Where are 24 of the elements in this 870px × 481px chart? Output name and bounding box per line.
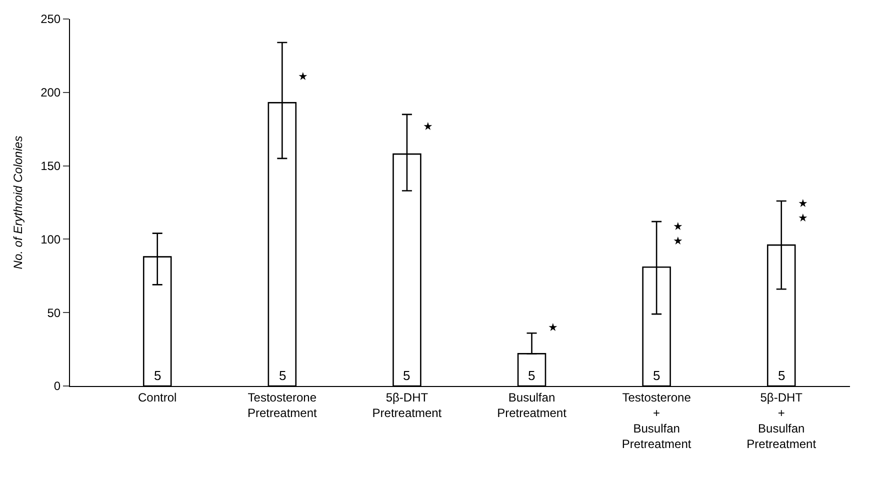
x-tick-label: 5β-DHT Pretreatment (372, 390, 442, 420)
y-tick-label: 50 (47, 306, 61, 320)
x-tick-label: Control (138, 390, 177, 404)
annotation: ★ ★ (798, 198, 808, 224)
annotation: ★ ★ (673, 221, 683, 248)
annotation: ★ (298, 71, 308, 83)
annotation: ★ (423, 121, 433, 133)
x-tick-label: 5β-DHT + Busulfan Pretreatment (746, 390, 817, 452)
annotation: 5 (403, 368, 410, 383)
y-axis-title: No. of Erythroid Colonies (10, 136, 25, 270)
y-tick-label: 150 (40, 159, 61, 173)
y-tick-label: 100 (40, 232, 61, 246)
annotation: 5 (528, 368, 536, 383)
y-tick-label: 200 (40, 86, 61, 100)
annotation: 5 (778, 368, 786, 383)
annotation: 5 (154, 368, 162, 383)
annotation: ★ (548, 322, 558, 334)
y-tick-label: 0 (54, 379, 61, 394)
x-tick-label: Busulfan Pretreatment (497, 390, 568, 420)
annotation: 5 (653, 368, 660, 383)
y-tick-label: 250 (40, 12, 61, 26)
x-tick-label: Testosterone Pretreatment (247, 390, 318, 420)
x-tick-label: Testosterone + Busulfan Pretreatment (622, 390, 692, 452)
annotation: 5 (279, 368, 286, 383)
